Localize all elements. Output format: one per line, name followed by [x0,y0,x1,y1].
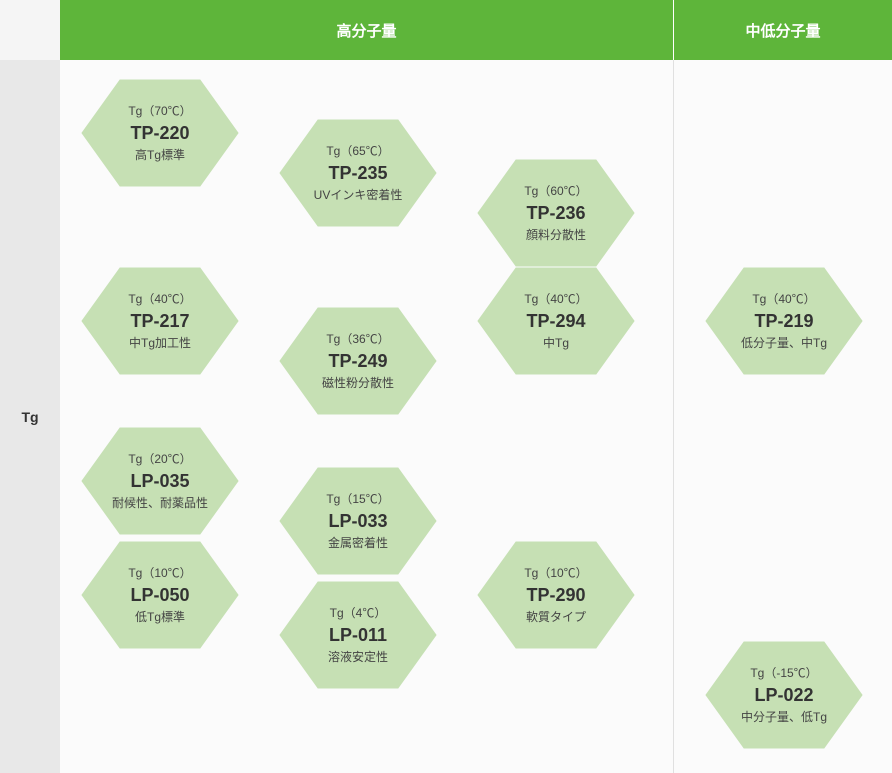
hex-desc-label: 中分子量、低Tg [741,709,827,725]
hex-tp219: Tg（40℃） TP-219 低分子量、中Tg [704,266,864,376]
hex-tg-label: Tg（15℃） [326,491,389,507]
hex-tg-label: Tg（40℃） [128,291,191,307]
hex-desc-label: 低Tg標準 [128,609,191,625]
body-row: Tg Tg（70℃） TP-220 高Tg標準 Tg（65℃） TP-235 UVインキ密… [0,60,892,773]
hex-tg-label: Tg（65℃） [314,143,403,159]
hex-tg-label: Tg（10℃） [524,565,587,581]
hex-code-label: LP-022 [741,683,827,707]
hex-code-label: TP-220 [128,121,191,145]
hex-code-label: TP-219 [741,309,827,333]
hex-desc-label: 溶液安定性 [328,649,388,665]
hex-desc-label: 耐候性、耐薬品性 [112,495,208,511]
hex-tg-label: Tg（60℃） [524,183,587,199]
hex-tg-label: Tg（10℃） [128,565,191,581]
hex-tp220: Tg（70℃） TP-220 高Tg標準 [80,78,240,188]
hex-code-label: LP-035 [112,469,208,493]
hex-code-label: LP-050 [128,583,191,607]
hex-tp217: Tg（40℃） TP-217 中Tg加工性 [80,266,240,376]
hex-lp011: Tg（4℃） LP-011 溶液安定性 [278,580,438,690]
header-row: 高分子量 中低分子量 [0,0,892,60]
hex-code-label: TP-290 [524,583,587,607]
hex-tg-label: Tg（4℃） [328,605,388,621]
hex-code-label: TP-294 [524,309,587,333]
hex-desc-label: 中Tg加工性 [128,335,191,351]
hex-code-label: TP-236 [524,201,587,225]
hex-lp050: Tg（10℃） LP-050 低Tg標準 [80,540,240,650]
hex-code-label: LP-011 [328,623,388,647]
diagram-container: 高分子量 中低分子量 Tg Tg（70℃）TP-220高Tg標準Tg（65℃）T… [0,0,892,773]
hex-code-label: TP-249 [322,349,394,373]
hex-desc-label: 金属密着性 [326,535,389,551]
side-axis-label: Tg [21,409,38,425]
hex-code-label: LP-033 [326,509,389,533]
hex-tp235: Tg（65℃） TP-235 UVインキ密着性 [278,118,438,228]
hex-lp022: Tg（-15℃） LP-022 中分子量、低Tg [704,640,864,750]
hex-tp249: Tg（36℃） TP-249 磁性粉分散性 [278,306,438,416]
hex-code-label: TP-235 [314,161,403,185]
side-axis: Tg [0,60,60,773]
hex-desc-label: 軟質タイプ [524,609,587,625]
hex-tg-label: Tg（36℃） [322,331,394,347]
hex-tg-label: Tg（70℃） [128,103,191,119]
hex-lp035: Tg（20℃） LP-035 耐候性、耐薬品性 [80,426,240,536]
hex-desc-label: 低分子量、中Tg [741,335,827,351]
hex-desc-label: 高Tg標準 [128,147,191,163]
hex-desc-label: 顔料分散性 [524,227,587,243]
header-col-right: 中低分子量 [674,0,892,60]
hex-desc-label: 磁性粉分散性 [322,375,394,391]
header-col-main: 高分子量 [60,0,674,60]
hex-tp236: Tg（60℃） TP-236 顔料分散性 [476,158,636,268]
hex-tg-label: Tg（40℃） [524,291,587,307]
right-region: Tg（40℃） TP-219 低分子量、中Tg Tg（-15℃） LP-022 中分子量、… [674,60,892,773]
hex-desc-label: 中Tg [524,335,587,351]
hex-tp290: Tg（10℃） TP-290 軟質タイプ [476,540,636,650]
hex-tg-label: Tg（20℃） [112,451,208,467]
hex-desc-label: UVインキ密着性 [314,187,403,203]
header-corner [0,0,60,60]
hex-tg-label: Tg（-15℃） [741,665,827,681]
hex-tg-label: Tg（40℃） [741,291,827,307]
main-region: Tg（70℃）TP-220高Tg標準Tg（65℃）TP-235UVインキ密着性T… [60,60,674,773]
hex-lp033: Tg（15℃） LP-033 金属密着性 [278,466,438,576]
hex-tp294: Tg（40℃） TP-294 中Tg [476,266,636,376]
hex-code-label: TP-217 [128,309,191,333]
